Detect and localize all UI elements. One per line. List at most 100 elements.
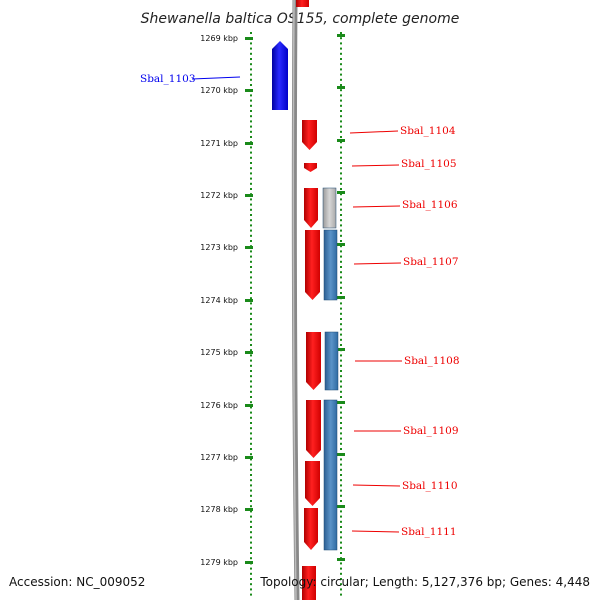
ruler-dot [340,47,342,50]
ruler-dot [250,198,252,201]
gene-label-sbal-1109[interactable]: Sbal_1109 [403,425,459,437]
ruler-dot [340,484,342,487]
ruler-dot [250,167,252,170]
ruler-major-tick [245,246,253,249]
ruler-dot [250,349,252,352]
ruler-dot [250,583,252,586]
gene-leader-line [352,205,401,208]
ruler-dot [340,260,342,263]
ruler-dot [250,567,252,570]
ruler-dot [250,468,252,471]
ruler-dot [340,172,342,175]
ruler-major-tick [337,243,345,246]
gene-label-sbal-1106[interactable]: Sbal_1106 [402,199,458,211]
gene-arrow-sbal-1105 [304,163,317,172]
ruler-dot [250,370,252,372]
gene-label-sbal-1111[interactable]: Sbal_1111 [401,526,457,538]
gene-label-sbal-1110[interactable]: Sbal_1110 [402,480,458,492]
cds-bar [323,229,338,301]
ruler-dot [340,89,342,92]
gene-label-sbal-1104[interactable]: Sbal_1104 [400,125,456,137]
ruler-dot [250,328,252,331]
ruler-dot [340,266,342,268]
ruler-dot [250,427,252,430]
ruler-dot [250,94,252,97]
gene-label-sbal-1107[interactable]: Sbal_1107 [403,256,459,268]
gene-arrow-sbal-1103 [272,41,288,110]
ruler-dot [340,68,342,71]
ruler-dot [340,219,342,222]
ruler-dot [340,375,342,378]
ruler-dot [250,250,252,253]
ruler-right [337,32,345,596]
ruler-major-tick [245,561,253,564]
ruler-dot [340,333,342,336]
ruler-dot [250,260,252,263]
ruler-dot [340,552,342,554]
ruler-dot [340,442,342,445]
ruler-dot [250,531,252,534]
kbp-tick-labels: 1269 kbp 1270 kbp 1271 kbp 1272 kbp 1273 kbp… [200,34,238,567]
cds-bar-gray [322,187,337,229]
ruler-major-tick [337,401,345,404]
kbp-tick-label: 1272 kbp [200,191,238,200]
ruler-dot [250,333,252,336]
ruler-dot [250,151,252,154]
ruler-dot [250,432,252,435]
ruler-dot [340,115,342,118]
ruler-dot [250,104,252,107]
ruler-dot [340,432,342,435]
map-title: Shewanella baltica OS155, complete genom… [141,11,460,27]
topology-label: Topology: circular; Length: 5,127,376 bp… [259,575,590,589]
ruler-dot [250,536,252,539]
ruler-dot [250,338,252,341]
gene-segment-bottom [302,566,316,600]
ruler-dot [340,136,342,138]
ruler-dot [250,84,252,86]
ruler-dot [250,172,252,175]
ruler-major-tick [245,299,253,302]
ruler-dot [340,588,342,591]
ruler-dot [250,593,252,596]
ruler-dot [250,453,252,456]
ruler-major-tick [337,348,345,351]
ruler-major-tick [245,351,253,354]
ruler-dot [250,47,252,50]
gene-segment-top [296,0,309,7]
gene-label-sbal-1103[interactable]: Sbal_1103 [140,73,196,85]
ruler-dot [250,73,252,76]
ruler-dot [250,266,252,268]
ruler-dot [250,63,252,66]
ruler-dot [250,364,252,367]
gene-track: Sbal_1103 Sbal_1104 Sbal_1105 Sbal_1106 Sbal… [140,41,460,551]
kbp-tick-label: 1275 kbp [200,348,238,357]
ruler-dot [340,151,342,154]
ruler-dot [340,427,342,430]
ruler-dot [250,255,252,258]
ruler-dot [340,240,342,242]
ruler-dot [340,536,342,539]
ruler-dot [250,224,252,227]
ruler-dot [340,104,342,107]
ruler-dot [250,484,252,487]
ruler-dot [340,396,342,398]
gene-leader-line [352,484,401,487]
ruler-dot [340,390,342,393]
ruler-dot [340,63,342,66]
gene-label-sbal-1108[interactable]: Sbal_1108 [404,355,460,367]
ruler-dot [340,214,342,216]
kbp-tick-label: 1274 kbp [200,296,238,305]
ruler-dot [340,328,342,331]
gene-label-sbal-1105[interactable]: Sbal_1105 [401,158,457,170]
ruler-dot [340,37,342,40]
ruler-dot [250,515,252,518]
ruler-dot [340,541,342,544]
ruler-dot [250,219,252,222]
ruler-dot [250,323,252,326]
ruler-dot [340,463,342,466]
ruler-dot [250,229,252,232]
ruler-dot [340,245,342,248]
ruler-dot [340,578,342,580]
ruler-dot [340,198,342,201]
